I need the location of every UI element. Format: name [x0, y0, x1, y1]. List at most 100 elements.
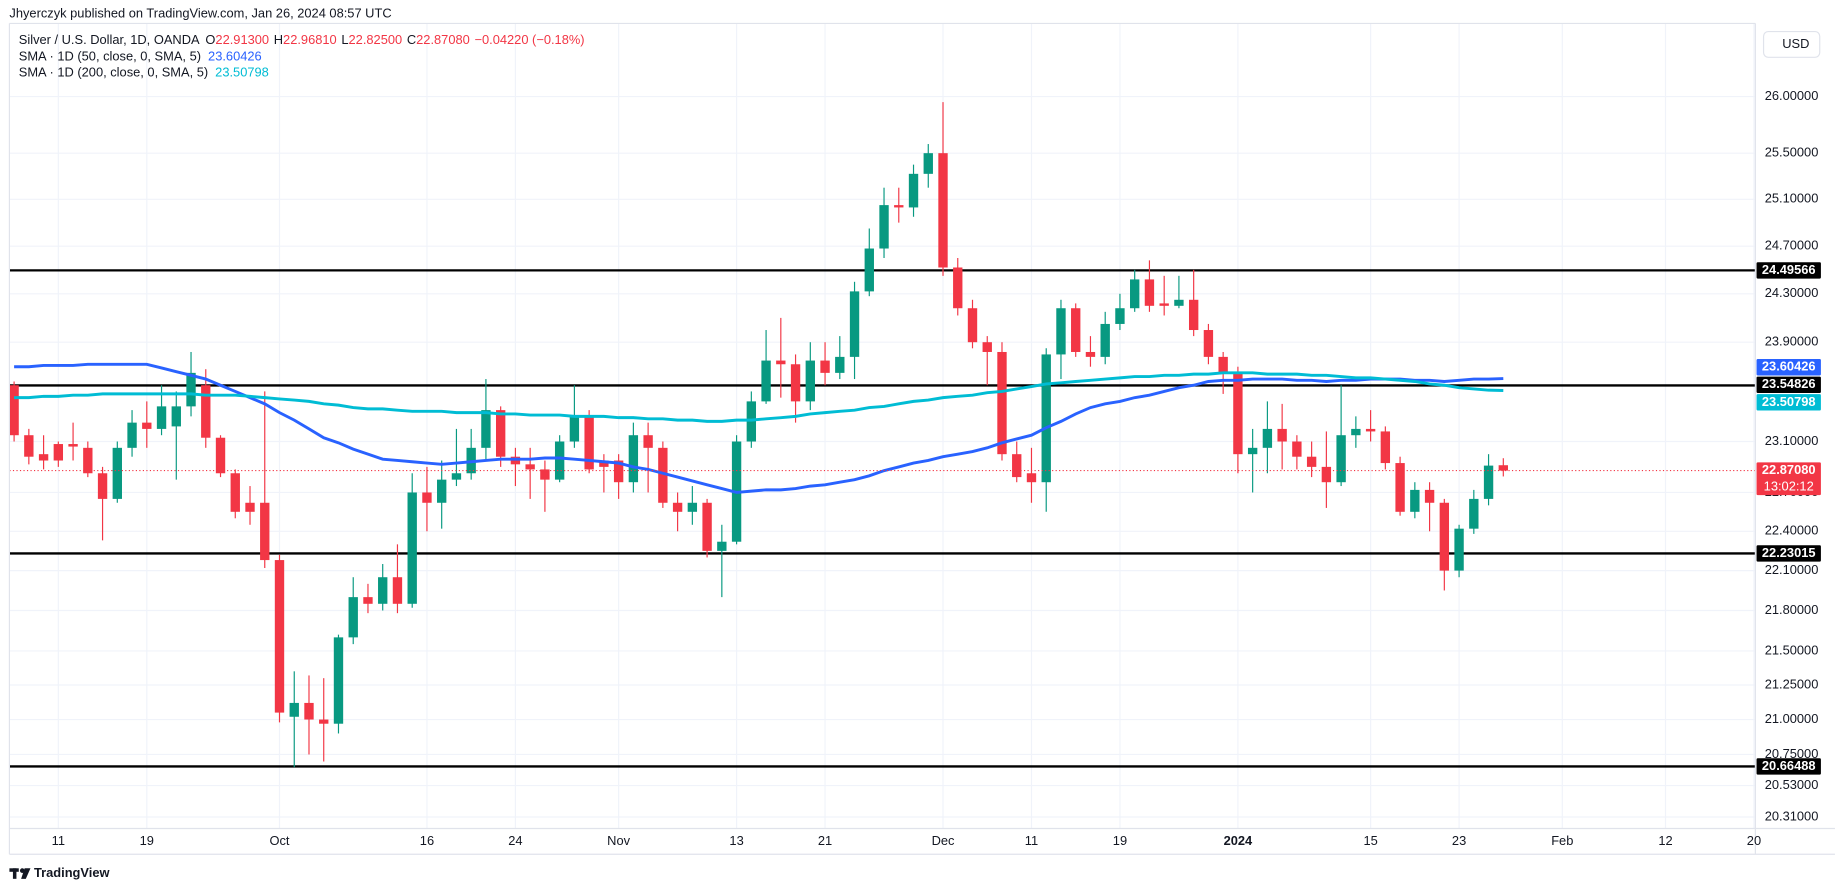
candle-body: [1336, 435, 1346, 483]
y-tick-label: 25.10000: [1765, 191, 1819, 206]
candle-body: [156, 406, 167, 429]
candle-body: [1233, 372, 1243, 455]
candle-body: [805, 360, 815, 402]
candle-body: [599, 460, 609, 467]
x-tick-label: 16: [420, 833, 434, 848]
candle-body: [908, 173, 919, 208]
price-label-box: [1756, 545, 1821, 562]
price-label-box: [1756, 376, 1821, 393]
candle-body: [967, 308, 978, 343]
candle-body: [186, 372, 196, 407]
candle-body: [1071, 308, 1081, 352]
price-label: 22.87080: [1762, 462, 1816, 477]
y-tick-label: 24.30000: [1765, 285, 1819, 300]
candle-body: [363, 597, 373, 604]
candle-body: [1351, 428, 1361, 436]
candle-body: [1262, 428, 1273, 448]
candle-body: [171, 406, 181, 427]
legend-ohlc-key: O: [205, 32, 215, 47]
candle-body: [304, 702, 314, 720]
candle-body: [1380, 431, 1391, 464]
x-tick-label: 19: [1113, 833, 1127, 848]
x-tick-label: Nov: [607, 833, 630, 848]
candle-body: [481, 410, 491, 448]
candle-body: [1277, 428, 1287, 442]
y-tick-label: 26.00000: [1765, 88, 1819, 103]
price-label-box: [1756, 262, 1821, 279]
price-label: 20.66488: [1762, 758, 1816, 773]
candle-body: [1410, 489, 1420, 512]
x-tick-label: 23: [1452, 833, 1466, 848]
x-tick-label: 11: [1025, 833, 1038, 848]
candle-body: [790, 364, 801, 402]
price-label: 24.49566: [1762, 262, 1816, 277]
currency-button[interactable]: [1762, 31, 1821, 58]
x-tick-label: 15: [1363, 833, 1377, 848]
candle-body: [1439, 502, 1450, 571]
candle-body: [761, 360, 771, 402]
candle-body: [1306, 456, 1317, 467]
candle-body: [38, 454, 49, 461]
sma-line: [14, 371, 1504, 423]
x-tick-label: 19: [140, 833, 154, 848]
candle-body: [451, 473, 462, 480]
legend-ohlc-key: C: [407, 32, 416, 47]
plot-content: [9, 23, 1756, 829]
candle-body: [274, 560, 285, 713]
logo-slant: [21, 868, 31, 879]
candle-body: [1395, 463, 1405, 512]
candle-body: [1041, 354, 1051, 483]
candle-body: [245, 502, 255, 512]
candle-body: [378, 577, 388, 604]
legend-ohlc-value: 22.82500: [349, 32, 403, 47]
candle-body: [1454, 528, 1464, 571]
candle-body: [1218, 356, 1228, 373]
candle-body: [923, 153, 933, 174]
currency-label[interactable]: USD: [1782, 36, 1809, 51]
y-tick-label: 24.70000: [1765, 238, 1819, 253]
candle-body: [569, 416, 580, 442]
legend-ohlc-value: 22.91300: [215, 32, 269, 47]
candle-body: [849, 291, 860, 357]
candle-body: [717, 541, 727, 551]
candle-body: [495, 410, 506, 457]
legend-change: −0.04220 (−0.18%): [474, 32, 584, 47]
candle-body: [127, 422, 137, 448]
candle-body: [1365, 428, 1376, 432]
price-label-box: [1756, 359, 1821, 376]
candle-body: [776, 360, 786, 365]
candle-body: [1469, 498, 1479, 529]
author-line: Jhyerczyk published on TradingView.com, …: [9, 5, 391, 20]
price-label: 23.54826: [1762, 376, 1816, 391]
candle-body: [1115, 308, 1125, 324]
legend-series-name: SMA · 1D (50, close, 0, SMA, 5): [19, 49, 201, 64]
candle-body: [319, 719, 329, 724]
price-label: 23.60426: [1762, 359, 1816, 374]
candle-body: [437, 479, 447, 503]
legend-series-value: 23.60426: [208, 49, 262, 64]
candle-body: [53, 444, 64, 461]
legend-series: SMA · 1D (200, close, 0, SMA, 5) 23.50798: [19, 65, 269, 80]
candle-body: [1247, 447, 1258, 455]
legend-series: SMA · 1D (50, close, 0, SMA, 5) 23.60426: [19, 49, 262, 64]
candle-body: [938, 153, 948, 268]
plot-area: [9, 23, 1756, 829]
candle-body: [24, 435, 34, 457]
candle-body: [9, 385, 19, 436]
x-tick-label: 12: [1658, 833, 1672, 848]
candle-body: [1498, 465, 1508, 471]
price-label: 22.23015: [1762, 545, 1816, 560]
candle-body: [894, 205, 904, 208]
candle-body: [201, 385, 211, 438]
candle-body: [997, 351, 1007, 455]
logo-stem: [12, 868, 17, 879]
candle-body: [215, 437, 226, 474]
candle-body: [97, 473, 108, 499]
logo-dot: [19, 868, 25, 873]
y-tick-label: 21.80000: [1765, 602, 1819, 617]
candle-body: [1483, 465, 1494, 499]
candle-body: [820, 360, 830, 373]
candle-body: [1085, 351, 1096, 357]
legend-series-value: 23.50798: [215, 65, 269, 80]
